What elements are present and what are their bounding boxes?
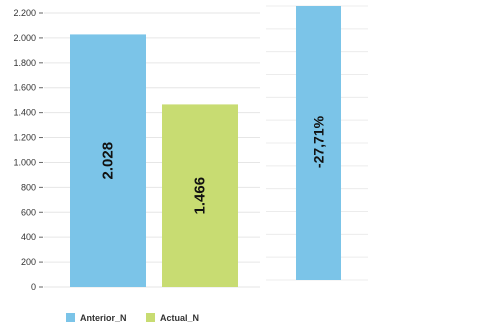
legend-label: Anterior_N xyxy=(80,313,127,323)
y-axis-tick-labels: 0 200 400 600 800 1.000 1.200 1.400 1.600 1.800 2.… xyxy=(13,8,36,292)
y-tick-label: 1.400 xyxy=(13,108,36,118)
y-tick-label: 1.000 xyxy=(13,157,36,167)
data-labels: 2.028 1.466 -27,71% xyxy=(100,115,327,214)
y-tick-label: 1.200 xyxy=(13,133,36,143)
y-tick-label: 600 xyxy=(21,207,36,217)
y-tick-label: 400 xyxy=(21,232,36,242)
bar-value-label: 2.028 xyxy=(100,142,117,180)
main-chart-bars xyxy=(70,34,238,288)
y-tick-label: 200 xyxy=(21,257,36,267)
legend-swatch xyxy=(146,313,155,322)
change-value-label: -27,71% xyxy=(311,115,327,168)
chart-legend: Anterior_N Actual_N xyxy=(66,313,199,323)
legend-swatch xyxy=(66,313,75,322)
bar-change-percent xyxy=(296,6,341,280)
y-tick-label: 2.000 xyxy=(13,33,36,43)
y-tick-label: 800 xyxy=(21,182,36,192)
y-tick-label: 1.600 xyxy=(13,83,36,93)
bar-value-label: 1.466 xyxy=(192,177,209,215)
legend-label: Actual_N xyxy=(160,313,199,323)
bar-anterior-n xyxy=(70,34,146,288)
y-tick-label: 1.800 xyxy=(13,58,36,68)
y-tick-label: 0 xyxy=(31,282,36,292)
change-chart-bars xyxy=(296,6,341,280)
y-tick-label: 2.200 xyxy=(13,8,36,18)
bar-actual-n xyxy=(162,104,238,287)
